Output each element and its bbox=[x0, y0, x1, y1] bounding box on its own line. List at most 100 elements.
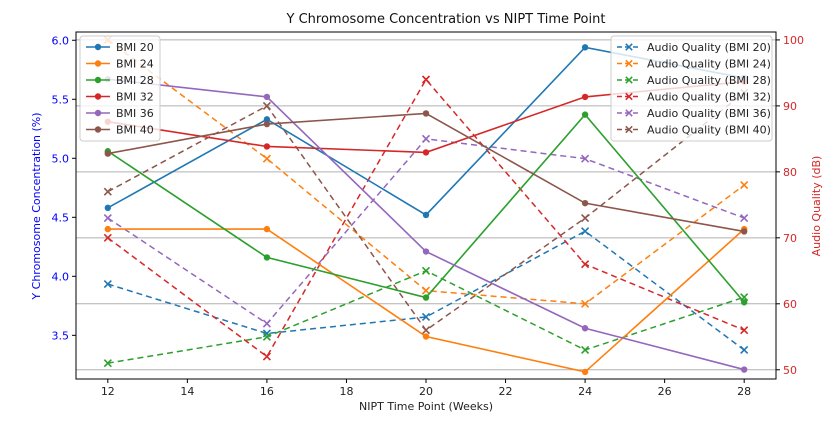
data-point bbox=[263, 254, 271, 261]
legend-label: BMI 32 bbox=[116, 91, 154, 104]
y-right-tick-label: 70 bbox=[783, 232, 797, 245]
legend-label: BMI 24 bbox=[116, 58, 154, 71]
legend-left: BMI 20 BMI 24 BMI 28 BMI 32 BMI 36 BMI 40 bbox=[79, 35, 161, 142]
y-axis-right-label: Audio Quality (dB) bbox=[810, 156, 823, 257]
legend-marker bbox=[94, 60, 102, 67]
data-point bbox=[581, 199, 589, 207]
y-axis-left: 3.5 4.0 4.5 5.0 5.5 6.0 bbox=[52, 34, 76, 342]
data-point bbox=[104, 225, 112, 233]
series-line bbox=[107, 78, 745, 358]
legend-item: BMI 36 bbox=[86, 107, 154, 120]
data-point bbox=[422, 248, 430, 255]
data-point bbox=[262, 101, 271, 110]
y-left-tick-label: 3.5 bbox=[52, 329, 70, 342]
data-point bbox=[421, 326, 431, 335]
data-point bbox=[740, 228, 748, 235]
data-point bbox=[740, 366, 748, 373]
legend-item: Audio Quality (BMI 28) bbox=[617, 74, 771, 87]
legend-item: Audio Quality (BMI 32) bbox=[617, 91, 771, 104]
legend-marker bbox=[625, 125, 633, 134]
legend-label: Audio Quality (BMI 24) bbox=[647, 58, 771, 71]
legend-right: Audio Quality (BMI 20) Audio Quality (BMI… bbox=[610, 35, 773, 142]
data-point bbox=[262, 154, 271, 163]
data-point bbox=[422, 333, 430, 340]
data-point bbox=[262, 332, 271, 341]
y-left-tick-label: 4.0 bbox=[52, 270, 70, 283]
data-point bbox=[581, 227, 590, 236]
legend-label: BMI 36 bbox=[116, 107, 154, 120]
data-point bbox=[581, 345, 590, 355]
legend-marker bbox=[94, 109, 102, 117]
series-line bbox=[107, 113, 745, 303]
data-point bbox=[740, 299, 748, 306]
data-point bbox=[421, 134, 431, 143]
legend-label: Audio Quality (BMI 32) bbox=[647, 91, 771, 104]
legend-marker bbox=[94, 43, 102, 51]
x-axis: 12 14 16 18 20 22 24 26 28 bbox=[101, 379, 751, 398]
legend-marker bbox=[94, 126, 102, 133]
x-tick-label: 24 bbox=[578, 385, 592, 398]
data-point bbox=[263, 116, 271, 123]
y-left-tick-label: 5.5 bbox=[52, 93, 70, 106]
data-point bbox=[263, 120, 271, 128]
legend-marker bbox=[94, 76, 102, 84]
y-right-tick-label: 50 bbox=[783, 364, 797, 377]
legend-marker bbox=[625, 92, 633, 101]
y-right-tick-label: 80 bbox=[783, 166, 797, 179]
y-left-tick-label: 6.0 bbox=[52, 34, 70, 47]
legend-item: BMI 40 bbox=[86, 124, 154, 137]
legend-label: BMI 20 bbox=[116, 41, 154, 54]
grid bbox=[76, 39, 776, 371]
legend-item: Audio Quality (BMI 36) bbox=[617, 107, 771, 120]
x-tick-label: 18 bbox=[339, 385, 353, 398]
legend-item: Audio Quality (BMI 20) bbox=[617, 41, 771, 54]
data-point bbox=[581, 44, 589, 51]
legend-item: BMI 20 bbox=[86, 41, 154, 54]
data-point bbox=[581, 93, 589, 101]
data-point bbox=[103, 279, 112, 289]
data-point bbox=[581, 213, 590, 223]
x-tick-label: 28 bbox=[737, 385, 751, 398]
data-point bbox=[581, 299, 590, 308]
x-tick-label: 26 bbox=[658, 385, 672, 398]
data-point bbox=[740, 180, 749, 190]
data-point bbox=[422, 149, 430, 156]
data-point bbox=[581, 154, 590, 163]
data-point bbox=[422, 211, 430, 219]
y-right-tick-label: 60 bbox=[783, 298, 797, 311]
x-tick-label: 12 bbox=[101, 385, 115, 398]
legend-marker bbox=[625, 59, 633, 68]
legend-item: BMI 32 bbox=[86, 91, 154, 104]
x-tick-label: 22 bbox=[499, 385, 513, 398]
legend-item: Audio Quality (BMI 40) bbox=[617, 124, 771, 137]
y-axis-left-label: Y Chromosome Concentration (%) bbox=[30, 112, 43, 300]
data-point bbox=[104, 204, 112, 212]
legend-marker bbox=[94, 93, 102, 100]
x-axis-label: NIPT Time Point (Weeks) bbox=[359, 400, 493, 413]
data-point bbox=[581, 111, 589, 118]
data-point bbox=[262, 352, 271, 361]
data-point bbox=[103, 213, 112, 223]
legend-label: BMI 40 bbox=[116, 124, 154, 137]
data-point bbox=[103, 359, 112, 368]
legend-item: BMI 28 bbox=[86, 74, 154, 87]
series-right-4 bbox=[103, 134, 749, 328]
series-left-1 bbox=[104, 225, 748, 376]
data-point bbox=[421, 312, 431, 322]
legend-label: Audio Quality (BMI 28) bbox=[647, 74, 771, 87]
data-point bbox=[740, 213, 749, 223]
series-right-3 bbox=[103, 75, 749, 361]
data-point bbox=[104, 150, 112, 157]
y-axis-right: 50 60 70 80 90 100 bbox=[776, 34, 804, 377]
data-point bbox=[263, 93, 271, 101]
data-point bbox=[422, 294, 430, 301]
data-point bbox=[581, 260, 590, 269]
y-right-tick-label: 100 bbox=[783, 34, 804, 47]
legend-item: BMI 24 bbox=[86, 58, 154, 71]
data-point bbox=[581, 368, 589, 376]
legend-marker bbox=[625, 43, 633, 51]
chart-title: Y Chromosome Concentration vs NIPT Time … bbox=[286, 12, 606, 27]
data-point bbox=[421, 286, 431, 295]
x-tick-label: 14 bbox=[180, 385, 194, 398]
